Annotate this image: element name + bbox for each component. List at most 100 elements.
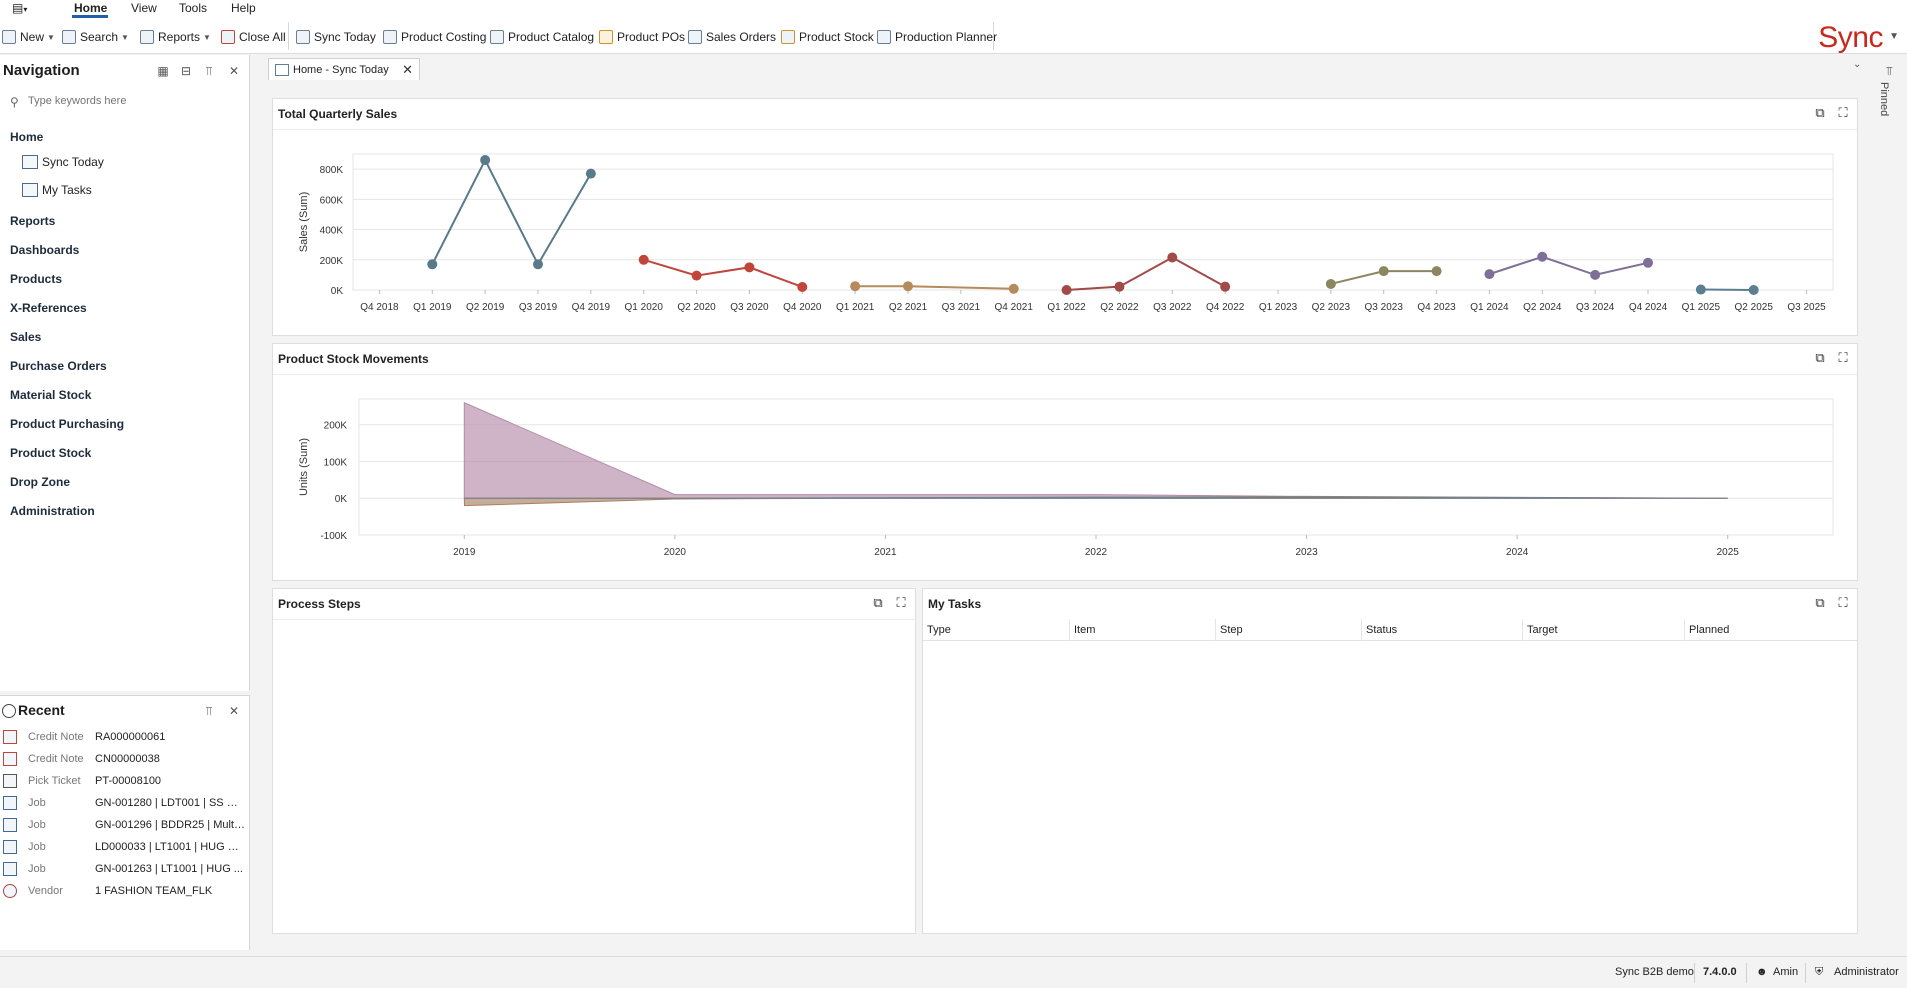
x-tick-label: Q1 2021 bbox=[836, 302, 875, 313]
chevron-down-icon[interactable]: ⌄ bbox=[1853, 59, 1862, 70]
column-header-step[interactable]: Step bbox=[1216, 619, 1362, 641]
status-separator bbox=[1694, 963, 1695, 983]
production-planner-button[interactable]: Production Planner bbox=[877, 28, 997, 46]
recent-item[interactable]: Job LD000033 | LT1001 | HUG M... bbox=[0, 837, 250, 859]
toolbar-separator bbox=[288, 22, 289, 50]
recent-item[interactable]: Vendor 1 FASHION TEAM_FLK bbox=[0, 881, 250, 903]
x-tick-label: Q3 2020 bbox=[730, 302, 769, 313]
nav-group-x-references[interactable]: X-References bbox=[10, 301, 87, 315]
menu-home[interactable]: Home bbox=[74, 1, 108, 15]
nav-group-sales[interactable]: Sales bbox=[10, 330, 42, 344]
reports-button[interactable]: Reports ▼ bbox=[140, 28, 211, 46]
x-tick-label: Q2 2021 bbox=[889, 302, 928, 313]
panel-divider bbox=[273, 374, 1857, 375]
toolbar: New ▼ Search ▼ Reports ▼ Close All Sync Tod… bbox=[0, 18, 1907, 54]
column-header-status[interactable]: Status bbox=[1362, 619, 1523, 641]
data-point bbox=[585, 168, 596, 179]
my-tasks-title: My Tasks bbox=[928, 597, 982, 611]
menu-active-indicator bbox=[72, 15, 108, 18]
navigation-search-input[interactable] bbox=[28, 91, 238, 111]
catalog-icon bbox=[490, 30, 504, 44]
nav-group-products[interactable]: Products bbox=[10, 272, 63, 286]
search-icon bbox=[62, 30, 76, 44]
x-tick-label: Q3 2024 bbox=[1576, 302, 1615, 313]
menu-view[interactable]: View bbox=[131, 1, 157, 15]
pin-icon[interactable]: ⫪ bbox=[205, 64, 213, 78]
sales-orders-button[interactable]: Sales Orders bbox=[688, 28, 776, 46]
credit-note-icon bbox=[3, 730, 17, 744]
export-icon[interactable]: ⧉ bbox=[1815, 595, 1825, 610]
nav-group-purchase-orders[interactable]: Purchase Orders bbox=[10, 359, 107, 373]
history-icon bbox=[2, 704, 16, 718]
nav-group-product-purchasing[interactable]: Product Purchasing bbox=[10, 417, 125, 431]
recent-item[interactable]: Credit Note RA000000061 bbox=[0, 727, 250, 749]
x-tick-label: Q1 2022 bbox=[1047, 302, 1086, 313]
maximize-icon[interactable]: ⛶ bbox=[1838, 350, 1848, 365]
close-icon[interactable]: ✕ bbox=[228, 64, 240, 78]
sales-panel: Total Quarterly Sales ⧉ ⛶ 0K 200K 400K 600K… bbox=[272, 98, 1858, 336]
nav-group-home[interactable]: Home bbox=[10, 130, 44, 144]
nav-item-my-tasks[interactable]: My Tasks bbox=[22, 183, 92, 197]
menu-tools[interactable]: Tools bbox=[179, 1, 208, 15]
role-name[interactable]: Administrator bbox=[1834, 966, 1899, 978]
my-tasks-panel: My Tasks ⧉ ⛶ Type Item Step Status Targe… bbox=[922, 588, 1858, 934]
new-button[interactable]: New ▼ bbox=[2, 28, 55, 46]
maximize-icon[interactable]: ⛶ bbox=[1838, 595, 1848, 610]
user-icon: ☻ bbox=[1756, 966, 1768, 978]
recent-item[interactable]: Credit Note CN00000038 bbox=[0, 749, 250, 771]
chevron-down-icon[interactable]: ▼ bbox=[1889, 31, 1899, 42]
data-point bbox=[691, 270, 702, 281]
sync-today-button[interactable]: Sync Today bbox=[296, 28, 376, 46]
layout-icon[interactable]: ▦ bbox=[157, 64, 169, 78]
search-button[interactable]: Search ▼ bbox=[62, 28, 129, 46]
status-bar: Sync B2B demo 7.4.0.0 ☻ Amin ⛨ Administr… bbox=[0, 956, 1907, 988]
sales-order-icon bbox=[688, 30, 702, 44]
nav-group-drop-zone[interactable]: Drop Zone bbox=[10, 475, 70, 489]
column-header-type[interactable]: Type bbox=[923, 619, 1070, 641]
nav-item-sync-today[interactable]: Sync Today bbox=[22, 155, 104, 169]
export-icon[interactable]: ⧉ bbox=[1815, 350, 1825, 365]
nav-group-product-stock[interactable]: Product Stock bbox=[10, 446, 92, 460]
close-icon[interactable]: ✕ bbox=[228, 704, 240, 718]
column-header-item[interactable]: Item bbox=[1070, 619, 1216, 641]
user-name[interactable]: Amin bbox=[1773, 966, 1799, 978]
new-document-icon bbox=[2, 30, 16, 44]
app-menu-icon[interactable]: ▤▾ bbox=[12, 1, 28, 15]
recent-item[interactable]: Job GN-001296 | BDDR25 | Multi... bbox=[0, 815, 250, 837]
nav-group-dashboards[interactable]: Dashboards bbox=[10, 243, 80, 257]
nav-group-reports[interactable]: Reports bbox=[10, 214, 56, 228]
column-header-planned[interactable]: Planned bbox=[1689, 624, 1730, 636]
x-tick-label: Q1 2019 bbox=[413, 302, 452, 313]
chevron-down-icon: ▼ bbox=[203, 32, 211, 42]
export-icon[interactable]: ⧉ bbox=[1815, 105, 1825, 120]
export-icon[interactable]: ⧉ bbox=[873, 595, 883, 610]
product-stock-button[interactable]: Product Stock bbox=[781, 28, 874, 46]
close-icon[interactable]: ✕ bbox=[402, 62, 413, 77]
data-point bbox=[797, 281, 808, 292]
maximize-icon[interactable]: ⛶ bbox=[896, 595, 906, 610]
pinned-strip[interactable]: ⫪ Pinned bbox=[1878, 62, 1904, 142]
y-tick-label: 600K bbox=[320, 195, 344, 206]
data-point bbox=[1484, 269, 1495, 280]
maximize-icon[interactable]: ⛶ bbox=[1838, 105, 1848, 120]
x-tick-label: Q4 2023 bbox=[1417, 302, 1456, 313]
recent-item[interactable]: Job GN-001263 | LT1001 | HUG ... bbox=[0, 859, 250, 881]
nav-group-material-stock[interactable]: Material Stock bbox=[10, 388, 92, 402]
product-costing-button[interactable]: Product Costing bbox=[383, 28, 486, 46]
nav-group-administration[interactable]: Administration bbox=[10, 504, 95, 518]
product-catalog-button[interactable]: Product Catalog bbox=[490, 28, 594, 46]
menu-help[interactable]: Help bbox=[231, 1, 256, 15]
pin-icon[interactable]: ⫪ bbox=[205, 704, 213, 718]
tree-icon[interactable]: ⊟ bbox=[180, 64, 192, 78]
credit-note-icon bbox=[3, 752, 17, 766]
close-all-button[interactable]: Close All bbox=[221, 28, 286, 46]
y-tick-label: 800K bbox=[320, 165, 344, 176]
column-header-target[interactable]: Target bbox=[1523, 619, 1685, 641]
tab-home-sync-today[interactable]: Home - Sync Today ✕ bbox=[268, 58, 420, 80]
y-axis-label: Sales (Sum) bbox=[298, 192, 310, 253]
home-icon bbox=[296, 30, 310, 44]
product-pos-button[interactable]: Product POs bbox=[599, 28, 685, 46]
recent-item[interactable]: Job GN-001280 | LDT001 | SS VN... bbox=[0, 793, 250, 815]
recent-item[interactable]: Pick Ticket PT-00008100 bbox=[0, 771, 250, 793]
data-point bbox=[1325, 278, 1336, 289]
